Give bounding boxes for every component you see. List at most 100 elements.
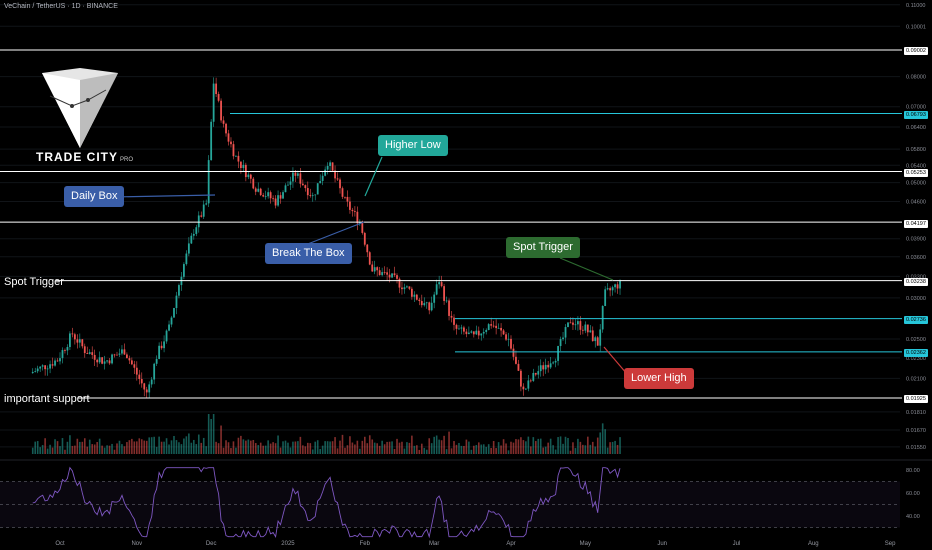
candle	[467, 326, 470, 335]
candle	[160, 341, 163, 350]
candle	[227, 129, 230, 146]
volume-bar	[138, 438, 141, 454]
candle-body	[118, 353, 121, 355]
candle-body	[534, 372, 537, 375]
volume-bar	[346, 445, 349, 454]
volume-bar	[131, 438, 133, 454]
candle	[284, 183, 287, 193]
candle	[44, 364, 47, 376]
volume-bars	[31, 414, 621, 454]
volume-bar	[430, 443, 433, 454]
volume-bar	[611, 441, 614, 454]
volume-bar	[411, 435, 413, 454]
volume-bar	[98, 438, 101, 454]
candle	[98, 351, 101, 364]
volume-bar	[252, 439, 255, 454]
candle-body	[527, 380, 530, 389]
candle	[158, 342, 161, 360]
volume-bar	[56, 441, 59, 454]
volume-bar	[200, 442, 203, 454]
volume-bar	[212, 414, 215, 454]
volume-bar	[361, 440, 364, 454]
candle	[435, 279, 438, 296]
candle-body	[445, 300, 448, 302]
volume-bar	[463, 445, 465, 454]
volume-bar	[604, 429, 606, 454]
candle	[78, 333, 81, 348]
candle-body	[396, 275, 398, 279]
volume-bar	[299, 436, 302, 454]
candle	[420, 294, 423, 308]
candle-body	[64, 350, 66, 351]
volume-bar	[277, 435, 279, 454]
candle-body	[458, 328, 460, 330]
volume-bar	[66, 441, 69, 454]
candle-body	[440, 282, 443, 287]
callout-break-the-box: Break The Box	[265, 243, 352, 264]
candle	[150, 377, 153, 388]
candle	[163, 335, 165, 353]
callout-spot-trigger: Spot Trigger	[506, 237, 580, 258]
candle-body	[572, 322, 574, 325]
volume-bar	[242, 439, 245, 454]
candle-body	[126, 354, 128, 359]
candle-body	[222, 120, 225, 124]
candle	[56, 358, 59, 362]
price-tag-5: 0.03238	[904, 278, 928, 286]
candle	[527, 374, 530, 392]
candle	[554, 358, 557, 368]
candle	[604, 286, 607, 307]
candle	[195, 224, 198, 237]
volume-bar	[373, 442, 376, 454]
candle-body	[319, 180, 322, 184]
time-tick-label: Sep	[885, 541, 896, 547]
volume-bar	[339, 440, 341, 454]
callout-connector	[364, 156, 383, 197]
candle-body	[197, 215, 200, 228]
volume-bar	[485, 446, 488, 454]
candle-body	[420, 301, 423, 306]
candle	[453, 314, 455, 331]
candle-body	[187, 243, 190, 254]
candle-body	[324, 169, 327, 176]
candle-body	[299, 173, 302, 184]
candle-body	[373, 267, 376, 272]
volume-bar	[596, 437, 599, 454]
candle-body	[138, 374, 141, 380]
candle	[594, 335, 597, 348]
candle-body	[495, 325, 498, 329]
candle-body	[160, 345, 163, 349]
candle-body	[195, 227, 198, 234]
callout-connector	[299, 221, 365, 248]
candle-body	[435, 284, 438, 295]
candle	[59, 352, 61, 365]
candle	[401, 281, 403, 295]
price-tick-label: 0.04600	[906, 199, 926, 205]
volume-bar	[289, 447, 292, 454]
candle-body	[210, 121, 213, 161]
candle	[520, 369, 522, 392]
candle	[381, 267, 384, 277]
candle-body	[455, 324, 458, 329]
callout-higher-low: Higher Low	[378, 135, 448, 156]
candle-body	[475, 330, 478, 335]
volume-bar	[425, 449, 428, 454]
volume-bar	[190, 442, 193, 454]
price-tag-3: 0.05253	[904, 169, 928, 177]
volume-bar	[522, 440, 525, 454]
volume-bar	[398, 442, 401, 454]
candle-body	[321, 175, 324, 181]
volume-bar	[195, 444, 198, 454]
candle	[572, 317, 574, 330]
candle	[542, 361, 545, 377]
volume-bar	[91, 444, 94, 454]
candle-body	[425, 302, 428, 304]
candle-body	[269, 192, 272, 199]
candle	[316, 183, 319, 195]
candle-body	[128, 358, 131, 361]
candle	[145, 386, 148, 398]
volume-bar	[168, 444, 170, 454]
candle-body	[282, 192, 284, 199]
candle	[353, 206, 356, 217]
candle	[96, 358, 99, 368]
